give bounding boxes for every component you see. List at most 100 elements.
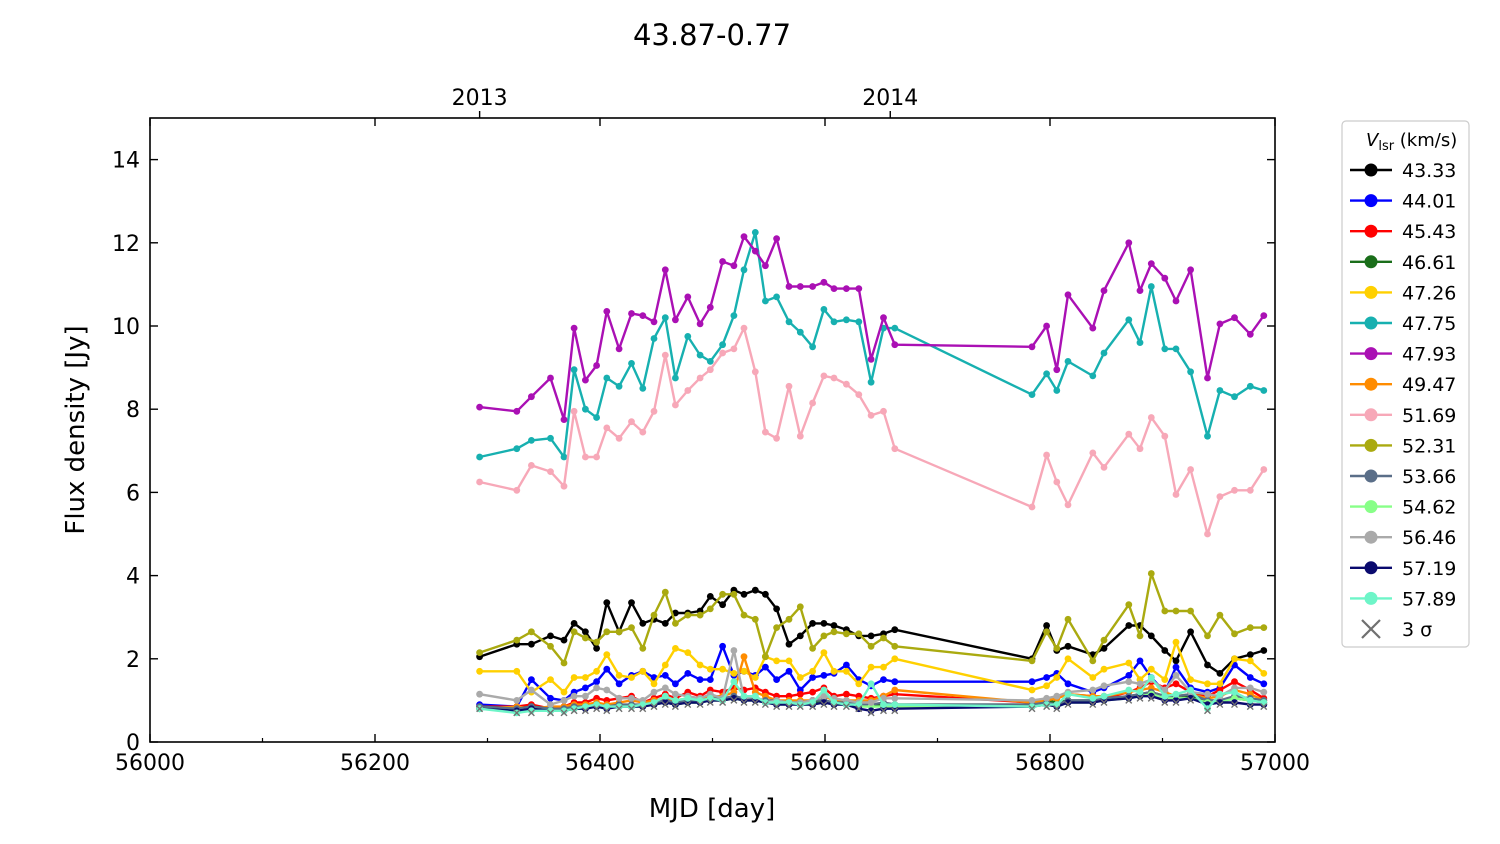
data-point [603, 374, 611, 382]
noise-marker [1043, 703, 1051, 711]
data-point [820, 692, 828, 700]
legend-label: 49.47 [1402, 374, 1456, 396]
data-point [830, 285, 838, 292]
data-point [1161, 274, 1169, 282]
data-point [1147, 692, 1155, 700]
data-point [773, 605, 780, 613]
data-point [1260, 312, 1268, 319]
data-point [706, 593, 714, 600]
data-point [615, 628, 623, 636]
noise-marker [1187, 696, 1195, 704]
data-point [1260, 670, 1268, 677]
data-point [672, 316, 679, 324]
data-point [661, 588, 669, 596]
data-point [696, 320, 704, 328]
data-point [628, 310, 635, 317]
data-point [1125, 430, 1133, 438]
data-point [762, 663, 769, 671]
data-point [762, 297, 769, 305]
data-point [1028, 657, 1036, 665]
data-point [1028, 678, 1036, 686]
legend-entry: 46.61 [1350, 252, 1456, 274]
data-point [1043, 674, 1050, 681]
data-point [880, 676, 887, 683]
data-point [560, 659, 568, 667]
legend-entry: 52.31 [1350, 435, 1456, 457]
data-point [820, 649, 828, 656]
data-point [1187, 628, 1194, 636]
noise-marker [719, 698, 727, 706]
data-point [1187, 686, 1194, 694]
y-tick-label: 14 [112, 149, 140, 174]
data-point [843, 667, 850, 675]
data-point [628, 674, 635, 681]
data-point [1172, 672, 1180, 679]
data-point [476, 667, 483, 675]
data-point [1089, 372, 1097, 380]
data-point [684, 649, 692, 656]
data-point [603, 599, 611, 606]
data-point [719, 590, 726, 598]
data-point [1147, 260, 1155, 267]
data-point [1204, 705, 1211, 713]
x-tick-label: 56200 [340, 751, 410, 776]
data-point [528, 676, 535, 683]
data-point [628, 360, 635, 367]
data-point [730, 345, 738, 353]
data-point [751, 692, 759, 700]
data-point [1231, 678, 1238, 686]
data-point [1172, 657, 1180, 665]
data-point [1053, 692, 1061, 700]
data-point [1204, 680, 1211, 688]
data-point [603, 665, 611, 673]
data-point [1125, 672, 1133, 679]
noise-marker [785, 703, 793, 711]
data-point [1028, 391, 1036, 398]
data-point [785, 382, 793, 390]
data-point [867, 355, 875, 363]
data-point [1100, 692, 1108, 700]
data-point [830, 318, 838, 326]
noise-marker [1204, 707, 1211, 715]
data-point [1246, 651, 1254, 658]
data-point [513, 486, 521, 494]
data-point [1147, 283, 1155, 290]
legend-entry: 51.69 [1350, 405, 1456, 427]
data-point [1136, 688, 1144, 696]
legend: Vlsr (km/s) 43.33 44.01 45.43 46.61 47.26 47.… [1341, 120, 1470, 648]
data-point [593, 645, 600, 652]
data-point [1231, 314, 1238, 322]
data-point [1187, 607, 1194, 615]
data-point [891, 678, 899, 686]
noise-marker [761, 701, 769, 709]
legend-noise-marker [1361, 619, 1381, 639]
year-tick-label: 2013 [452, 86, 508, 111]
legend-label: 44.01 [1402, 191, 1456, 213]
data-point [696, 351, 704, 359]
data-point [867, 680, 875, 688]
data-point [830, 628, 838, 636]
data-point [560, 707, 568, 715]
y-axis-label: Flux density [Jy] [61, 325, 91, 534]
data-point [615, 434, 623, 442]
noise-marker [1161, 698, 1169, 706]
noise-marker [1136, 694, 1144, 702]
data-point [1053, 645, 1061, 652]
data-point [582, 405, 589, 413]
data-point [672, 620, 679, 627]
data-point [639, 385, 647, 392]
data-point [1125, 316, 1133, 324]
data-point [547, 676, 554, 683]
legend-label: 43.33 [1402, 160, 1456, 182]
data-point [1043, 628, 1050, 636]
data-point [773, 293, 780, 301]
data-point [730, 262, 738, 270]
data-point [1187, 466, 1194, 473]
data-point [773, 235, 780, 243]
chart-title: 43.87-0.77 [633, 18, 791, 52]
data-point [843, 690, 850, 698]
noise-marker [730, 696, 738, 704]
data-point [1172, 690, 1180, 698]
noise-marker [706, 698, 714, 706]
data-point [1246, 674, 1254, 681]
